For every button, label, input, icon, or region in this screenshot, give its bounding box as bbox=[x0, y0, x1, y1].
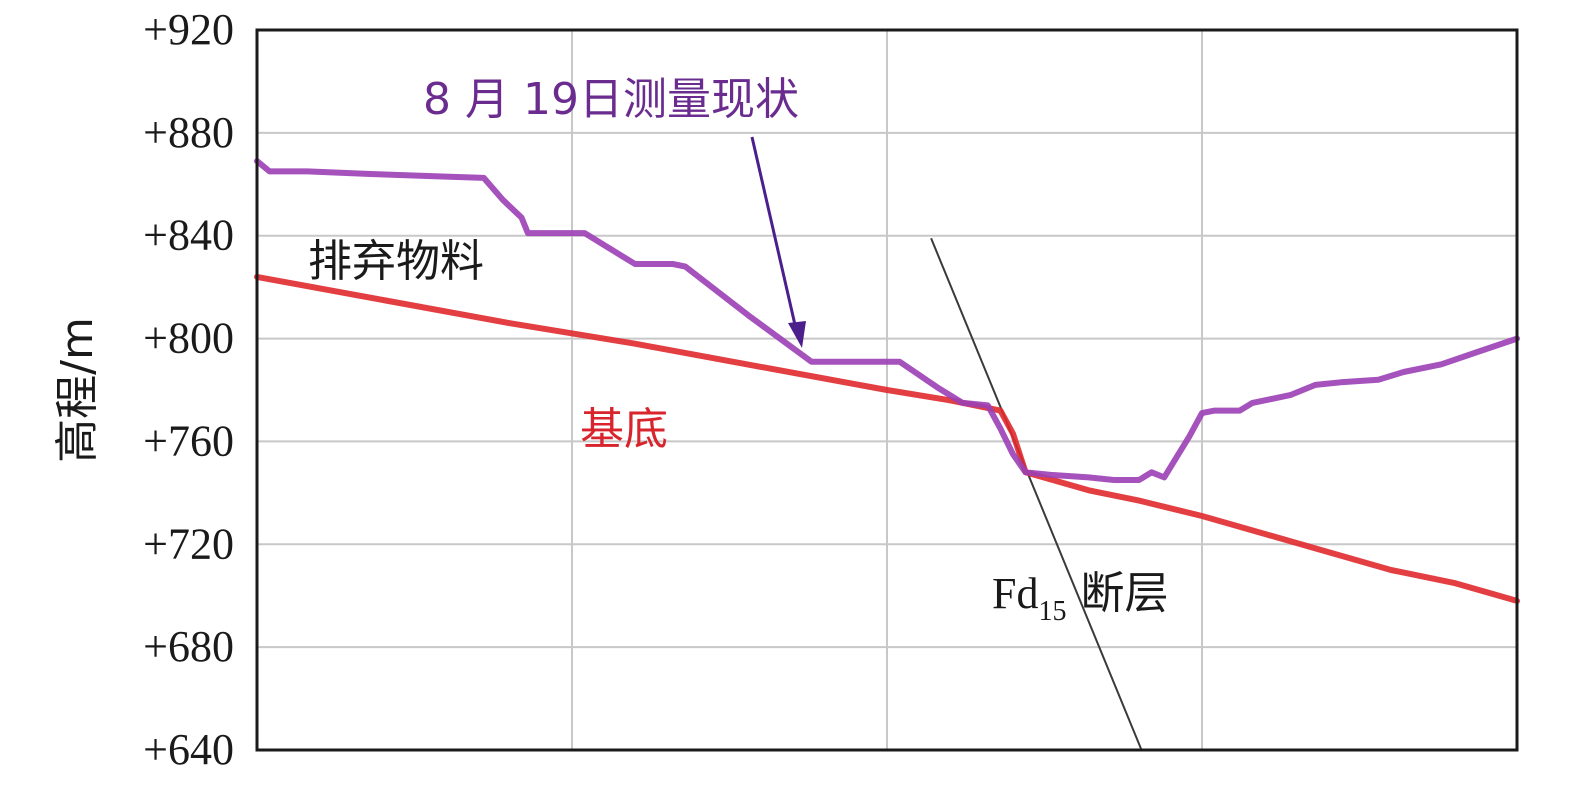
annotation-arrow bbox=[750, 136, 806, 348]
fault-label-suffix: 断层 bbox=[1080, 568, 1168, 619]
annotation-base: 基底 bbox=[580, 404, 668, 455]
fault-label-subscript: 15 bbox=[1038, 596, 1066, 627]
y-tick-label: +800 bbox=[143, 314, 234, 363]
grid-layer bbox=[257, 30, 1517, 750]
series-layer bbox=[254, 158, 1520, 751]
series-line-survey-status bbox=[254, 158, 1520, 483]
y-tick-label: +880 bbox=[143, 108, 234, 157]
y-axis-label: 高程/m bbox=[52, 317, 103, 463]
y-tick-label: +720 bbox=[143, 519, 234, 568]
plot-frame bbox=[255, 28, 1519, 752]
y-tick-label: +920 bbox=[143, 5, 234, 54]
y-tick-label: +640 bbox=[143, 725, 234, 774]
fault-line bbox=[930, 237, 1143, 751]
annotation-dumped-material: 排弃物料 bbox=[308, 236, 484, 287]
y-tick-label: +840 bbox=[143, 211, 234, 260]
fault-label-main: Fd bbox=[992, 569, 1038, 618]
y-tick-label: +760 bbox=[143, 416, 234, 465]
annotation-survey-status: 8 月 19日测量现状 bbox=[423, 74, 799, 125]
y-tick-label: +680 bbox=[143, 622, 234, 671]
y-tick-labels: +920 +880 +840 +800 +760 +720 +680 +640 bbox=[143, 5, 234, 774]
fault-label: Fd15 断层 bbox=[992, 568, 1168, 627]
series-line-base bbox=[254, 273, 1520, 604]
